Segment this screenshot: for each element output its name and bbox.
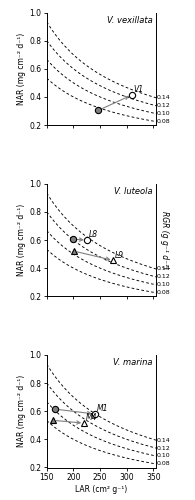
- Text: V1: V1: [134, 85, 144, 94]
- Y-axis label: NAR (mg cm⁻² d⁻¹): NAR (mg cm⁻² d⁻¹): [17, 204, 26, 276]
- Text: 0.10: 0.10: [157, 111, 170, 116]
- Text: 0.10: 0.10: [157, 282, 170, 288]
- Text: 0.12: 0.12: [157, 103, 170, 108]
- Text: 0.08: 0.08: [157, 119, 170, 124]
- Text: 0.12: 0.12: [157, 446, 170, 450]
- Text: L9: L9: [115, 250, 124, 260]
- Text: 0.14: 0.14: [157, 96, 170, 100]
- Text: 0.08: 0.08: [157, 462, 170, 466]
- Y-axis label: NAR (mg cm⁻² d⁻¹): NAR (mg cm⁻² d⁻¹): [17, 375, 26, 448]
- Text: L8: L8: [88, 230, 98, 239]
- Text: 0.12: 0.12: [157, 274, 170, 280]
- Text: M1: M1: [96, 404, 108, 413]
- Text: V. marina: V. marina: [113, 358, 153, 368]
- Text: 0.14: 0.14: [157, 266, 170, 272]
- Text: V. vexillata: V. vexillata: [107, 16, 153, 25]
- X-axis label: LAR (cm² g⁻¹): LAR (cm² g⁻¹): [75, 485, 128, 494]
- Text: M4: M4: [86, 414, 97, 422]
- Text: 0.10: 0.10: [157, 454, 170, 458]
- Text: 0.14: 0.14: [157, 438, 170, 442]
- Text: 0.08: 0.08: [157, 290, 170, 295]
- Y-axis label: RGR (g g⁻¹ d⁻¹): RGR (g g⁻¹ d⁻¹): [160, 211, 169, 269]
- Text: V. luteola: V. luteola: [114, 187, 153, 196]
- Y-axis label: NAR (mg cm⁻² d⁻¹): NAR (mg cm⁻² d⁻¹): [17, 32, 26, 105]
